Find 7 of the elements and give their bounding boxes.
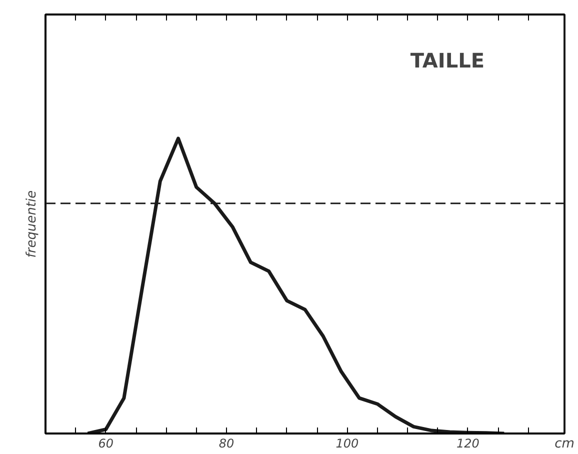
- x-tick-label: 100: [336, 436, 360, 450]
- x-axis-title: cm: [554, 436, 574, 452]
- x-tick-label: 60: [98, 436, 114, 450]
- x-tick-label: 80: [218, 436, 235, 450]
- x-tick-label: 120: [456, 436, 480, 450]
- chart-title: TAILLE: [410, 48, 485, 72]
- y-axis-title: frequentie: [24, 190, 40, 258]
